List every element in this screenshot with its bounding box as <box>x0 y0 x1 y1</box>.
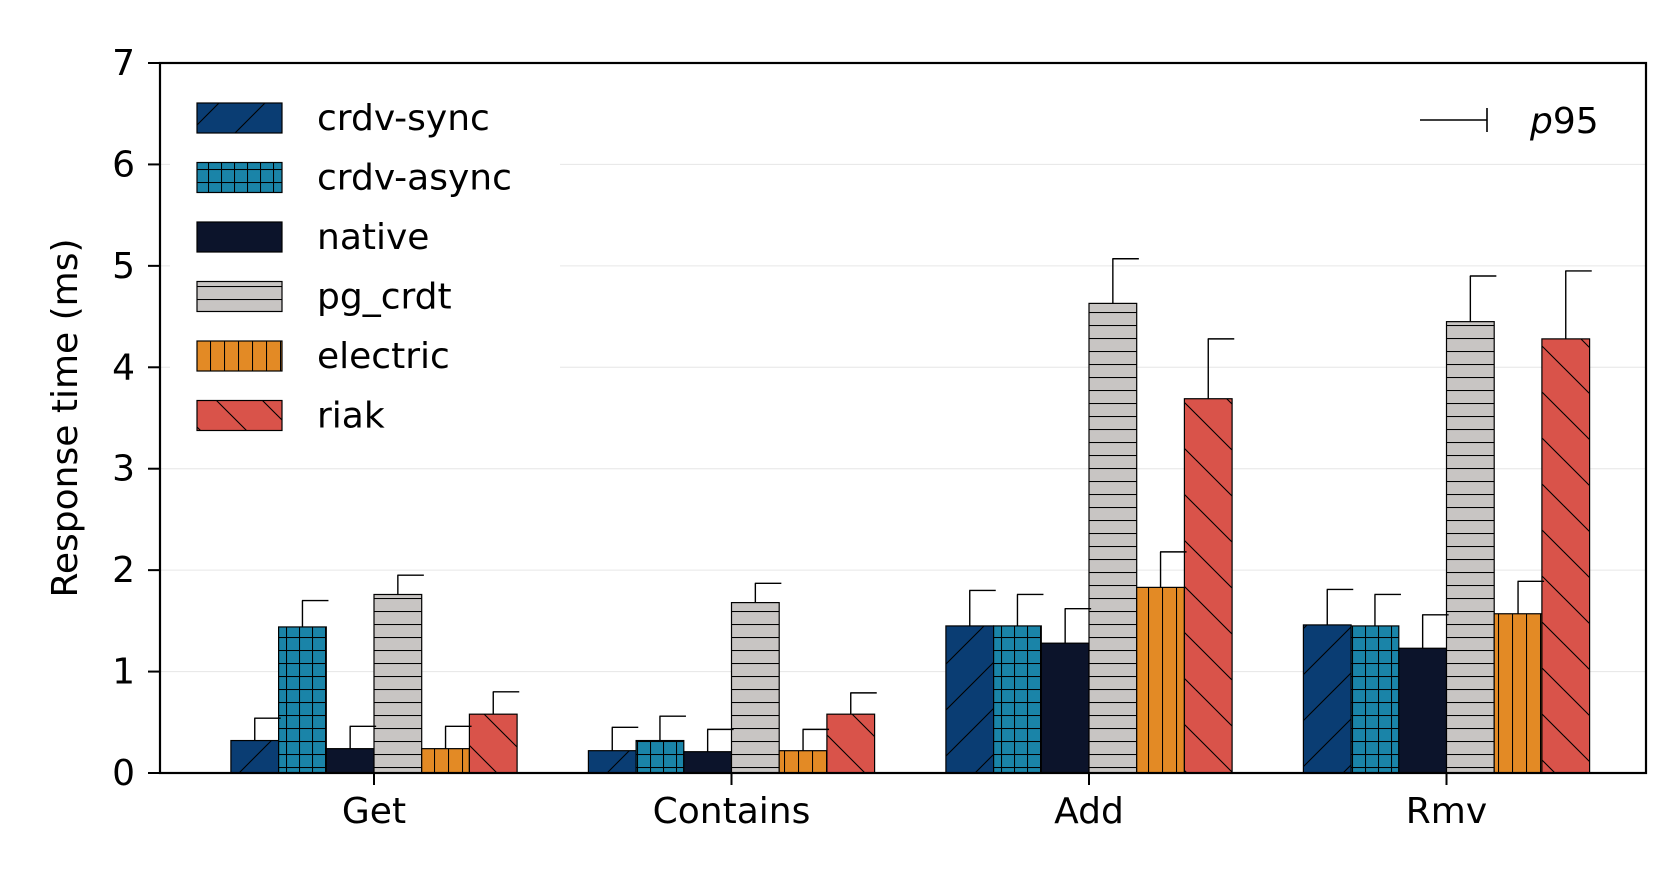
bar-electric-rmv <box>1493 613 1543 774</box>
legend-label-native: native <box>317 217 429 258</box>
x-tick-label: Contains <box>653 791 811 832</box>
y-tick-label: 5 <box>112 246 135 287</box>
y-tick-label: 7 <box>112 43 135 84</box>
legend-swatch-electric <box>196 340 283 372</box>
legend-background <box>170 78 560 448</box>
bar-riak-add <box>1183 398 1233 774</box>
bar-electric-add <box>1136 586 1185 774</box>
bar-electric-contains <box>778 750 828 774</box>
bar-crdv-async-get <box>278 626 327 774</box>
bar-crdv-sync-contains <box>587 750 637 774</box>
y-tick-label: 4 <box>112 347 135 388</box>
bar-crdv-async-rmv <box>1350 625 1400 774</box>
legend-swatch-crdv-async <box>196 161 283 194</box>
y-tick-label: 6 <box>112 144 135 185</box>
bar-native-contains <box>683 751 733 774</box>
bar-native-get <box>325 748 375 774</box>
bar-riak-contains <box>826 713 876 774</box>
bar-riak-get <box>468 713 518 774</box>
bar-crdv-sync-add <box>945 625 995 774</box>
legend: crdv-sync crdv-async native pg_crdt electric… <box>170 78 560 448</box>
y-tick-label: 2 <box>112 550 135 591</box>
x-tick-label: Get <box>342 791 406 832</box>
legend-swatch-riak <box>196 399 283 432</box>
legend-swatch-crdv-sync <box>196 102 283 134</box>
p95-legend-label: p95 <box>1529 101 1599 142</box>
legend-label-pg_crdt: pg_crdt <box>317 277 452 318</box>
bar-pg_crdt-get <box>373 593 423 774</box>
plot-area-frame <box>158 61 1648 775</box>
bar-native-rmv <box>1398 647 1448 774</box>
legend-swatch-native <box>196 221 283 253</box>
bar-pg_crdt-add <box>1088 302 1138 774</box>
x-tick-label: Add <box>1054 791 1124 832</box>
y-tick-label: 1 <box>112 652 135 693</box>
x-axis: Get Contains Add Rmv <box>342 773 1487 832</box>
bar-crdv-sync-get <box>230 739 280 774</box>
legend-label-crdv-sync: crdv-sync <box>317 98 490 139</box>
legend-label-electric: electric <box>317 336 450 377</box>
bar-native-add <box>1040 642 1090 774</box>
bar-crdv-async-contains <box>635 739 685 774</box>
p95-legend-prefix: p <box>1529 101 1553 142</box>
legend-swatch-pg_crdt <box>196 280 283 313</box>
bar-pg_crdt-contains <box>730 601 780 774</box>
legend-label-crdv-async: crdv-async <box>317 158 512 199</box>
y-tick-label: 0 <box>112 753 135 794</box>
bar-electric-get <box>421 748 471 774</box>
error-bars <box>254 258 1592 752</box>
bar-crdv-sync-rmv <box>1302 624 1352 774</box>
p95-legend-suffix: 95 <box>1553 101 1599 142</box>
y-axis-label: Response time (ms) <box>45 238 86 597</box>
bar-riak-rmv <box>1541 338 1591 774</box>
y-tick-label: 3 <box>112 449 135 490</box>
legend-label-riak: riak <box>317 396 385 437</box>
bar-pg_crdt-rmv <box>1445 321 1495 774</box>
x-tick-label: Rmv <box>1406 791 1487 832</box>
y-axis: 0 1 2 3 4 5 6 7 <box>112 43 160 794</box>
p95-legend: p95 <box>1420 101 1599 142</box>
bar-crdv-async-add <box>992 625 1042 774</box>
